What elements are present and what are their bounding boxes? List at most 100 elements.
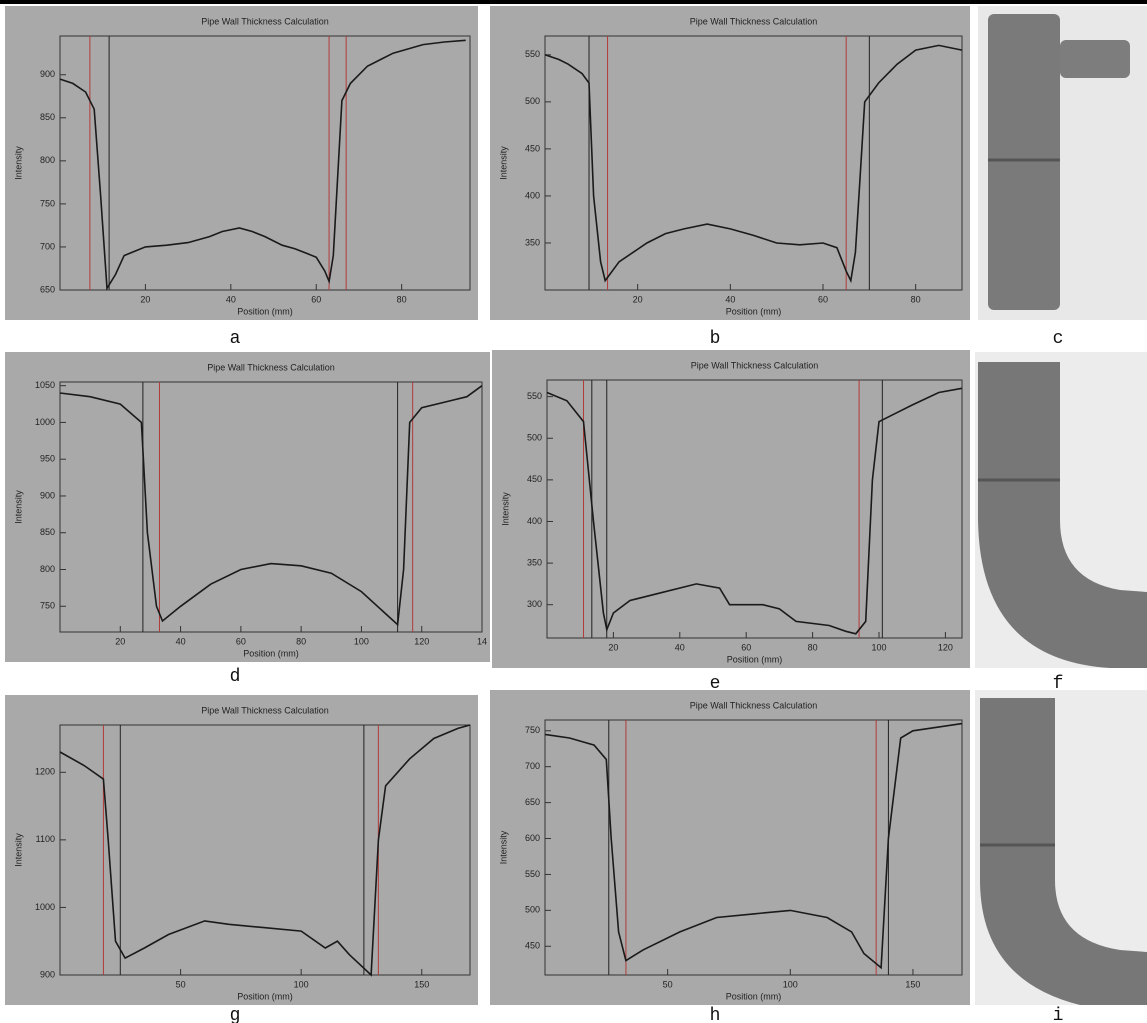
x-tick-label: 150 xyxy=(905,979,920,989)
x-tick-label: 40 xyxy=(176,636,186,646)
data-line xyxy=(544,722,963,970)
x-tick-label: 20 xyxy=(115,636,125,646)
chart-background xyxy=(5,6,478,320)
y-tick-label: 900 xyxy=(40,969,55,979)
panel-label: a xyxy=(230,329,241,349)
x-tick-label: 50 xyxy=(176,979,186,989)
x-tick-label: 60 xyxy=(311,294,321,304)
x-tick-label: 100 xyxy=(871,642,886,652)
photo-tee xyxy=(978,6,1147,320)
panel-label: d xyxy=(230,667,241,687)
plot-frame xyxy=(59,724,471,976)
y-tick-label: 400 xyxy=(525,190,540,200)
y-tick-label: 1000 xyxy=(35,902,55,912)
x-axis-label: Position (mm) xyxy=(237,991,293,1001)
chart-title: Pipe Wall Thickness Calculation xyxy=(690,700,818,710)
panel-label: e xyxy=(710,674,721,694)
chart-title: Pipe Wall Thickness Calculation xyxy=(201,705,329,715)
y-tick-label: 850 xyxy=(40,112,55,122)
data-line xyxy=(59,39,466,291)
photo-elbow-long xyxy=(975,690,1147,1005)
y-tick-label: 600 xyxy=(525,833,540,843)
data-line xyxy=(546,387,963,635)
x-tick-label: 20 xyxy=(140,294,150,304)
panel-label: f xyxy=(1053,674,1064,694)
data-line xyxy=(59,724,471,977)
y-axis-label: Intensity xyxy=(500,492,510,526)
plot-frame xyxy=(546,379,963,639)
chart-background xyxy=(490,690,970,1005)
y-tick-label: 700 xyxy=(40,241,55,251)
y-axis-label: Intensity xyxy=(13,490,23,524)
x-axis-label: Position (mm) xyxy=(243,648,299,658)
x-tick-label: 100 xyxy=(783,979,798,989)
y-tick-label: 1200 xyxy=(35,767,55,777)
panel-label: i xyxy=(1053,1006,1064,1023)
plot-frame xyxy=(544,35,963,291)
chart-background xyxy=(5,352,490,662)
x-tick-label: 14 xyxy=(477,636,487,646)
x-tick-label: 40 xyxy=(675,642,685,652)
y-tick-label: 350 xyxy=(527,557,542,567)
panel-label: b xyxy=(710,329,721,349)
y-axis-label: Intensity xyxy=(13,833,23,867)
chart-title: Pipe Wall Thickness Calculation xyxy=(201,16,329,26)
y-tick-label: 700 xyxy=(525,761,540,771)
x-tick-label: 40 xyxy=(725,294,735,304)
chart-background xyxy=(5,695,478,1005)
x-tick-label: 80 xyxy=(911,294,921,304)
x-tick-label: 80 xyxy=(296,636,306,646)
x-axis-label: Position (mm) xyxy=(237,306,293,316)
panel-label: c xyxy=(1053,329,1064,349)
x-tick-label: 20 xyxy=(633,294,643,304)
x-tick-label: 80 xyxy=(397,294,407,304)
panel-label: h xyxy=(710,1006,721,1023)
x-tick-label: 20 xyxy=(608,642,618,652)
y-tick-label: 900 xyxy=(40,490,55,500)
y-tick-label: 1050 xyxy=(35,380,55,390)
x-tick-label: 80 xyxy=(808,642,818,652)
y-tick-label: 500 xyxy=(527,433,542,443)
chart-title: Pipe Wall Thickness Calculation xyxy=(207,362,335,372)
top-rule xyxy=(0,0,1147,4)
chart-title: Pipe Wall Thickness Calculation xyxy=(690,16,818,26)
x-tick-label: 50 xyxy=(663,979,673,989)
data-line xyxy=(544,44,963,284)
y-tick-label: 450 xyxy=(525,941,540,951)
x-tick-label: 120 xyxy=(938,642,953,652)
data-line xyxy=(59,385,483,627)
plot-frame xyxy=(59,381,483,633)
chart-background xyxy=(492,350,970,668)
y-tick-label: 950 xyxy=(40,454,55,464)
y-tick-label: 800 xyxy=(40,564,55,574)
photo-elbow xyxy=(975,352,1147,668)
y-tick-label: 450 xyxy=(525,143,540,153)
chart-background xyxy=(490,6,970,320)
x-axis-label: Position (mm) xyxy=(726,991,782,1001)
y-tick-label: 800 xyxy=(40,155,55,165)
x-tick-label: 60 xyxy=(236,636,246,646)
y-tick-label: 900 xyxy=(40,69,55,79)
y-tick-label: 450 xyxy=(527,474,542,484)
y-tick-label: 500 xyxy=(525,96,540,106)
y-tick-label: 750 xyxy=(40,198,55,208)
x-tick-label: 100 xyxy=(354,636,369,646)
plot-frame xyxy=(59,35,471,291)
y-axis-label: Intensity xyxy=(498,830,508,864)
x-tick-label: 40 xyxy=(226,294,236,304)
y-tick-label: 400 xyxy=(527,516,542,526)
x-tick-label: 120 xyxy=(414,636,429,646)
y-tick-label: 750 xyxy=(40,601,55,611)
y-axis-label: Intensity xyxy=(498,146,508,180)
y-tick-label: 500 xyxy=(525,905,540,915)
plot-frame xyxy=(544,719,963,976)
y-tick-label: 650 xyxy=(40,284,55,294)
x-tick-label: 60 xyxy=(741,642,751,652)
panel-label: g xyxy=(230,1006,241,1023)
x-tick-label: 60 xyxy=(818,294,828,304)
y-tick-label: 350 xyxy=(525,237,540,247)
y-tick-label: 1000 xyxy=(35,417,55,427)
y-tick-label: 550 xyxy=(525,49,540,59)
